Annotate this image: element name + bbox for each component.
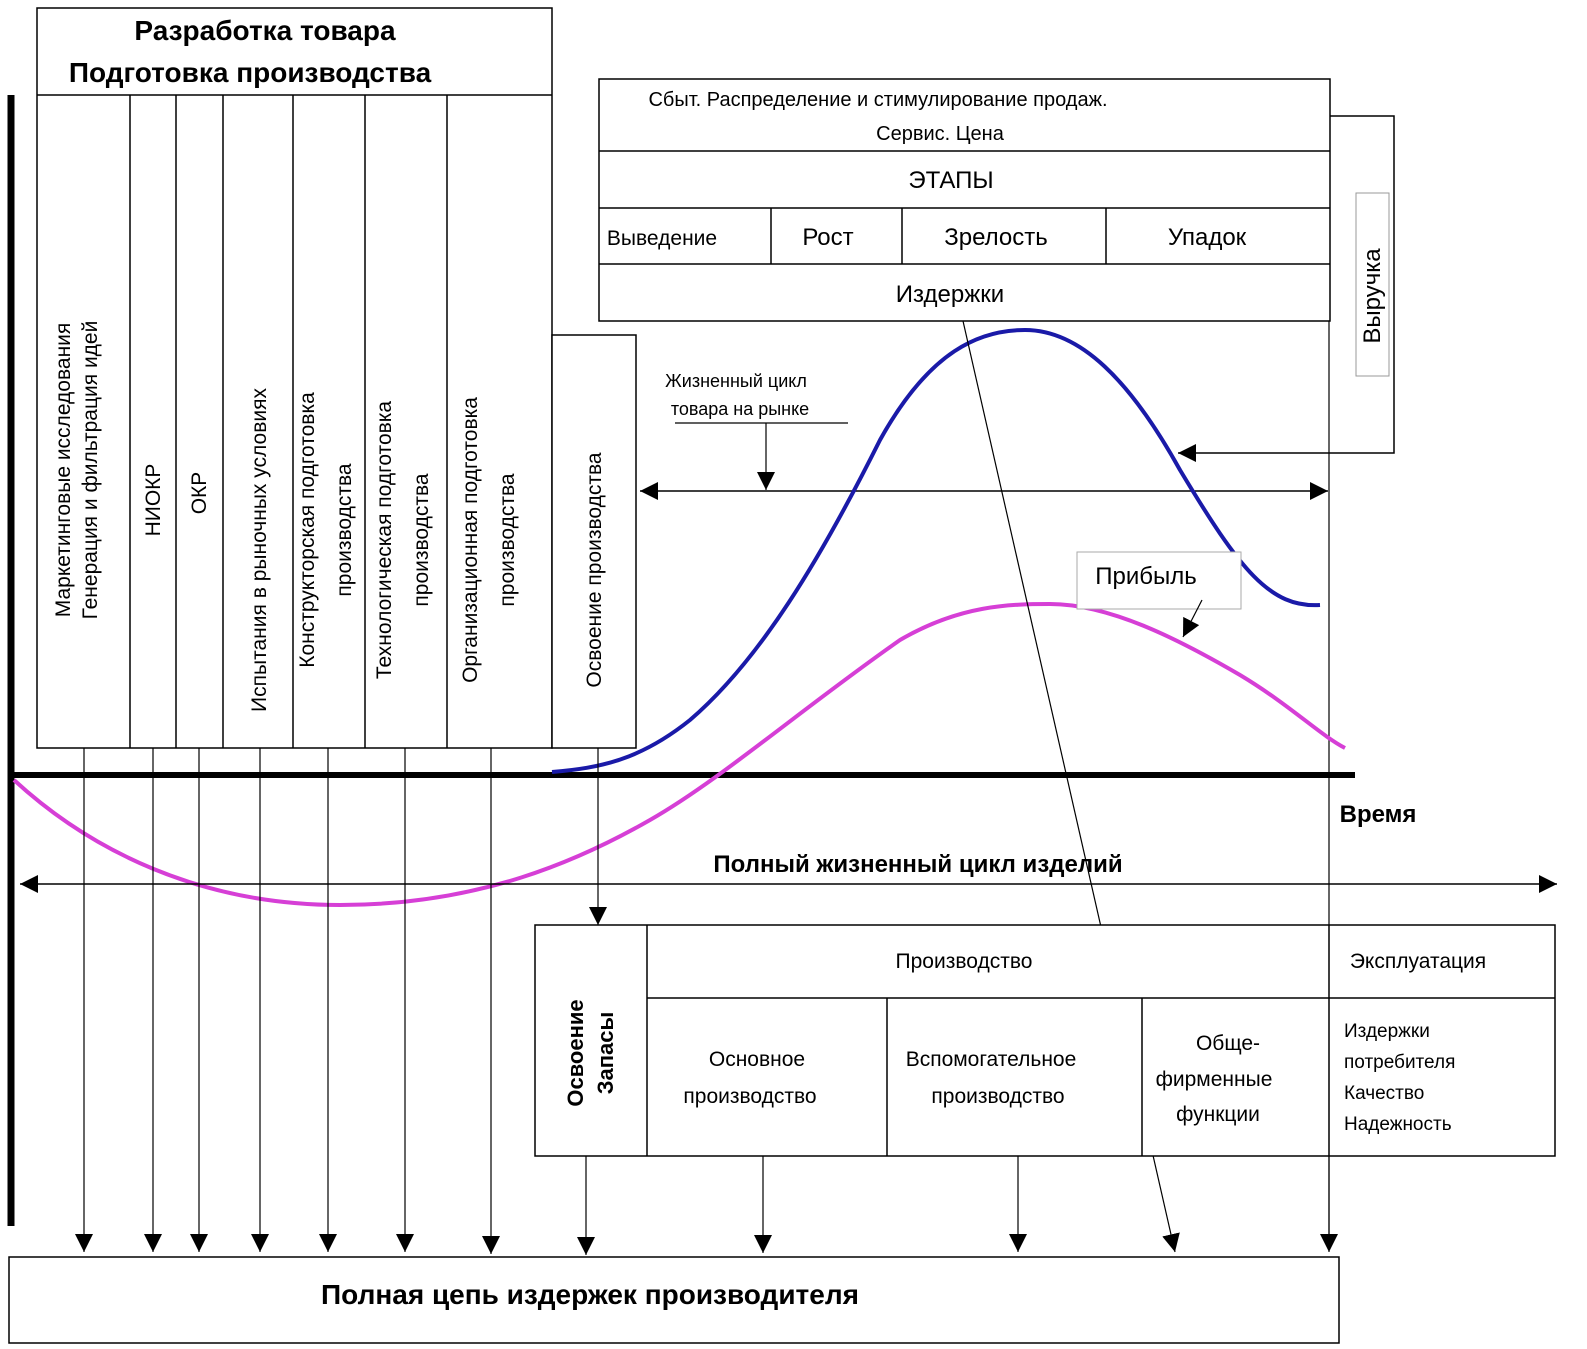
revenue-label: Выручка — [1359, 248, 1386, 344]
column-marketing-research: Маркетинговые исследования — [52, 323, 75, 618]
profit-curve — [12, 601, 1346, 908]
profit-label-box: Прибыль — [1076, 551, 1242, 638]
firm-functions-3: функции — [1176, 1103, 1260, 1126]
column-design-prep-2: производства — [333, 463, 356, 597]
operation-title: Эксплуатация — [1350, 950, 1486, 973]
market-table: Сбыт. Распределение и стимулирование про… — [598, 78, 1331, 322]
market-lifecycle-note: Жизненный цикл товара на рынке — [640, 371, 1328, 500]
total-costs-label: Полная цепь издержек производителя — [321, 1279, 859, 1310]
operation-item-1: Издержки — [1344, 1021, 1430, 1042]
revenue-indicator: Выручка — [1178, 115, 1395, 462]
lifecycle-note-line2: товара на рынке — [671, 399, 809, 419]
main-production-1: Основное — [709, 1048, 805, 1071]
lifecycle-note-line1: Жизненный цикл — [665, 371, 807, 391]
stages-title: ЭТАПЫ — [908, 167, 993, 194]
firm-functions-1: Обще- — [1196, 1032, 1260, 1055]
total-costs-box: Полная цепь издержек производителя — [8, 1256, 1340, 1344]
development-title: Разработка товара — [134, 15, 396, 46]
profit-label: Прибыль — [1095, 563, 1197, 590]
operation-item-2: потребителя — [1344, 1052, 1455, 1073]
stage-maturity: Зрелость — [944, 224, 1048, 251]
development-box: Разработка товара Подготовка производств… — [36, 7, 553, 749]
mastering-box: Освоение производства — [551, 334, 637, 749]
operation-item-3: Качество — [1344, 1083, 1424, 1104]
firm-functions-2: фирменные — [1156, 1068, 1273, 1091]
production-table: Освоение Запасы Производство Эксплуатаци… — [534, 924, 1556, 1157]
operation-item-4: Надежность — [1344, 1114, 1452, 1135]
costs-label: Издержки — [896, 281, 1004, 308]
column-org-prep: Организационная подготовка — [459, 397, 482, 683]
cost-arrows — [75, 748, 1338, 1255]
stage-introduction: Выведение — [607, 227, 717, 250]
column-okr: ОКР — [188, 472, 211, 515]
stage-growth: Рост — [802, 224, 853, 251]
aux-production-1: Вспомогательное — [906, 1048, 1077, 1071]
main-production-2: производство — [683, 1085, 816, 1108]
column-tech-prep: Технологическая подготовка — [373, 401, 396, 680]
column-niokr: НИОКР — [142, 464, 165, 537]
time-label: Время — [1340, 801, 1417, 828]
stage-decline: Упадок — [1168, 224, 1247, 251]
column-tech-prep-2: производства — [410, 473, 433, 607]
sales-header: Сбыт. Распределение и стимулирование про… — [648, 89, 1107, 111]
aux-production-2: производство — [931, 1085, 1064, 1108]
column-design-prep: Конструкторская подготовка — [296, 392, 319, 668]
column-idea-generation: Генерация и фильтрация идей — [79, 321, 102, 620]
mastering-stock-2: Запасы — [593, 1012, 618, 1095]
revenue-curve — [551, 327, 1321, 774]
column-market-tests: Испытания в рыночных условиях — [248, 388, 271, 712]
full-cycle-label: Полный жизненный цикл изделий — [713, 851, 1122, 878]
service-price: Сервис. Цена — [876, 123, 1005, 145]
production-prep-title: Подготовка производства — [69, 57, 432, 88]
mastering-stock-1: Освоение — [563, 999, 588, 1106]
column-org-prep-2: производства — [496, 473, 519, 607]
production-title: Производство — [896, 950, 1033, 973]
mastering-label: Освоение производства — [583, 452, 606, 687]
